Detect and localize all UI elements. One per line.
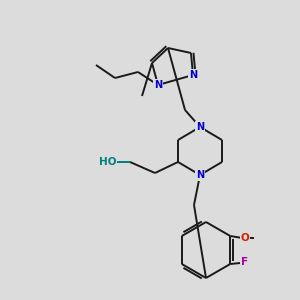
Text: O: O	[241, 233, 250, 243]
Text: F: F	[241, 257, 248, 267]
Text: N: N	[196, 122, 204, 132]
Text: N: N	[196, 170, 204, 180]
Text: N: N	[189, 70, 197, 80]
Text: N: N	[154, 80, 162, 90]
Text: HO: HO	[99, 157, 117, 167]
